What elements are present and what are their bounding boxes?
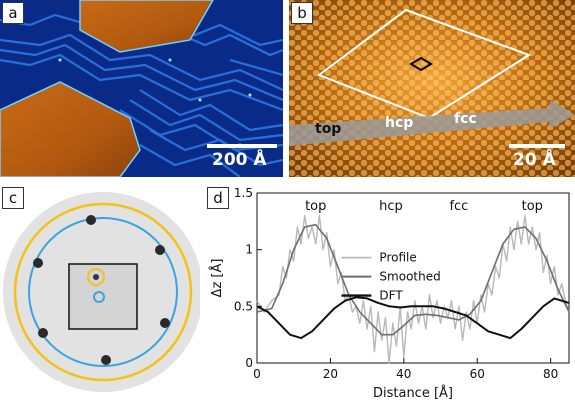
panel-a-scale-bar: [207, 144, 277, 148]
panel-d-height-profile-chart: 0 20 40 60 80 0 0.5 1 1.5 top hcp fcc top Profile S…: [205, 185, 575, 404]
x-tick-label: 60: [470, 367, 485, 381]
y-tick-label: 1.5: [234, 186, 253, 200]
legend-entry: DFT: [379, 289, 403, 303]
band-label-fcc: fcc: [454, 111, 477, 127]
panel-b-image: [289, 0, 575, 177]
panel-a-label: a: [2, 2, 24, 24]
legend-entry: Profile: [379, 251, 416, 265]
x-tick-label: 80: [543, 367, 558, 381]
y-tick-label: 0.5: [234, 299, 253, 313]
inner-ring-blue: [28, 217, 178, 367]
band-label-hcp: hcp: [385, 115, 414, 131]
y-tick-label: 0: [245, 356, 253, 370]
region-annotation: top: [522, 199, 543, 214]
diffraction-spots: [33, 215, 170, 365]
panel-a-scale-text: 200 Å: [212, 150, 267, 170]
y-tick-label: 1: [245, 243, 253, 257]
outer-ring-yellow: [13, 202, 193, 382]
series-line-smoothed: [256, 223, 570, 336]
panel-d-label: d: [207, 187, 229, 209]
profile-chart-svg: 0 20 40 60 80 0 0.5 1 1.5 top hcp fcc top Profile S…: [209, 186, 570, 401]
panel-a-stm-image: a 200 Å: [0, 0, 283, 177]
panel-c-image: [3, 192, 200, 404]
series-line-dft: [256, 296, 570, 340]
panel-c-leed-pattern: c: [0, 185, 200, 404]
profile-band-arrow: [289, 100, 575, 146]
panel-a-image: [0, 0, 283, 177]
band-label-top: top: [315, 121, 342, 137]
herringbone-ridges: [0, 13, 283, 177]
panel-b-stm-zoom: b top hcp fcc 20 Å: [289, 0, 575, 177]
region-annotation: top: [305, 199, 326, 214]
x-tick-label: 40: [396, 367, 411, 381]
moire-unit-cell: [316, 8, 532, 120]
x-tick-label: 0: [253, 367, 261, 381]
region-annotation: fcc: [449, 199, 468, 214]
region-annotation: hcp: [379, 199, 403, 214]
panel-c-label: c: [2, 187, 24, 209]
panel-b-scale-text: 20 Å: [513, 150, 556, 170]
island-top: [79, 0, 214, 53]
legend-entry: Smoothed: [379, 270, 440, 284]
x-axis-label: Distance [Å]: [373, 385, 453, 401]
island-left: [0, 81, 141, 177]
atomic-unit-cell: [409, 56, 433, 72]
x-tick-label: 20: [323, 367, 338, 381]
y-axis-label: Δz [Å]: [209, 259, 225, 298]
panel-b-label: b: [291, 2, 313, 24]
panel-b-scale-bar: [509, 144, 565, 148]
